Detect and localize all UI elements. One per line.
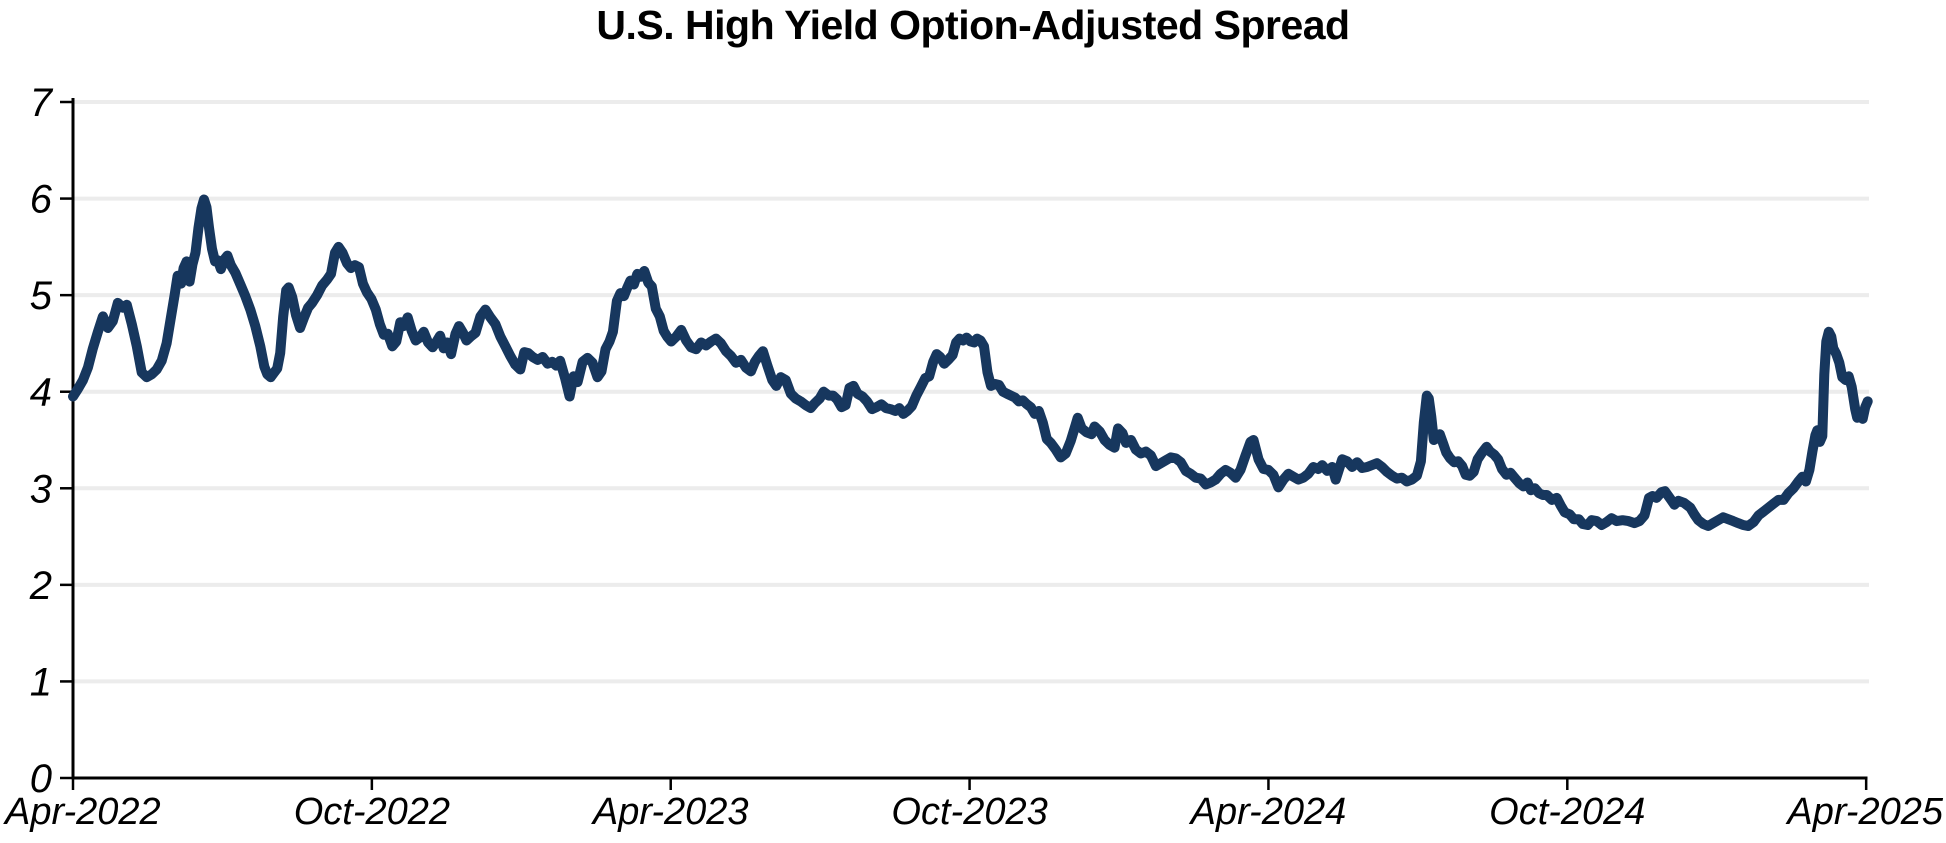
axis-labels-group: 0 1 2 3 4 5 6 7 Apr-2022 Oct-2022 Apr-2023 Oct-2023… bbox=[3, 81, 1944, 833]
x-tick-label-Apr-2022: Apr-2022 bbox=[3, 791, 161, 833]
oas-series-line bbox=[68, 194, 1873, 531]
chart-title: U.S. High Yield Option-Adjusted Spread bbox=[596, 2, 1350, 48]
y-tick-label-7: 7 bbox=[30, 81, 54, 125]
x-tick-label-Oct-2023: Oct-2023 bbox=[891, 791, 1047, 833]
y-tick-label-1: 1 bbox=[30, 660, 52, 704]
y-tick-label-4: 4 bbox=[30, 371, 52, 415]
x-tick-label-Apr-2024: Apr-2024 bbox=[1189, 791, 1347, 833]
y-tick-label-0: 0 bbox=[30, 757, 52, 801]
gridlines-group bbox=[73, 100, 1869, 684]
x-tick-label-Apr-2023: Apr-2023 bbox=[591, 791, 749, 833]
y-tick-label-2: 2 bbox=[29, 564, 52, 608]
y-tick-label-6: 6 bbox=[30, 178, 53, 222]
series-group bbox=[68, 194, 1873, 531]
x-tick-label-Apr-2025: Apr-2025 bbox=[1785, 791, 1944, 833]
x-tick-label-Oct-2024: Oct-2024 bbox=[1489, 791, 1645, 833]
y-tick-label-5: 5 bbox=[30, 274, 53, 318]
axes-group bbox=[60, 98, 1868, 790]
y-tick-label-3: 3 bbox=[30, 467, 52, 511]
x-tick-label-Oct-2022: Oct-2022 bbox=[294, 791, 450, 833]
